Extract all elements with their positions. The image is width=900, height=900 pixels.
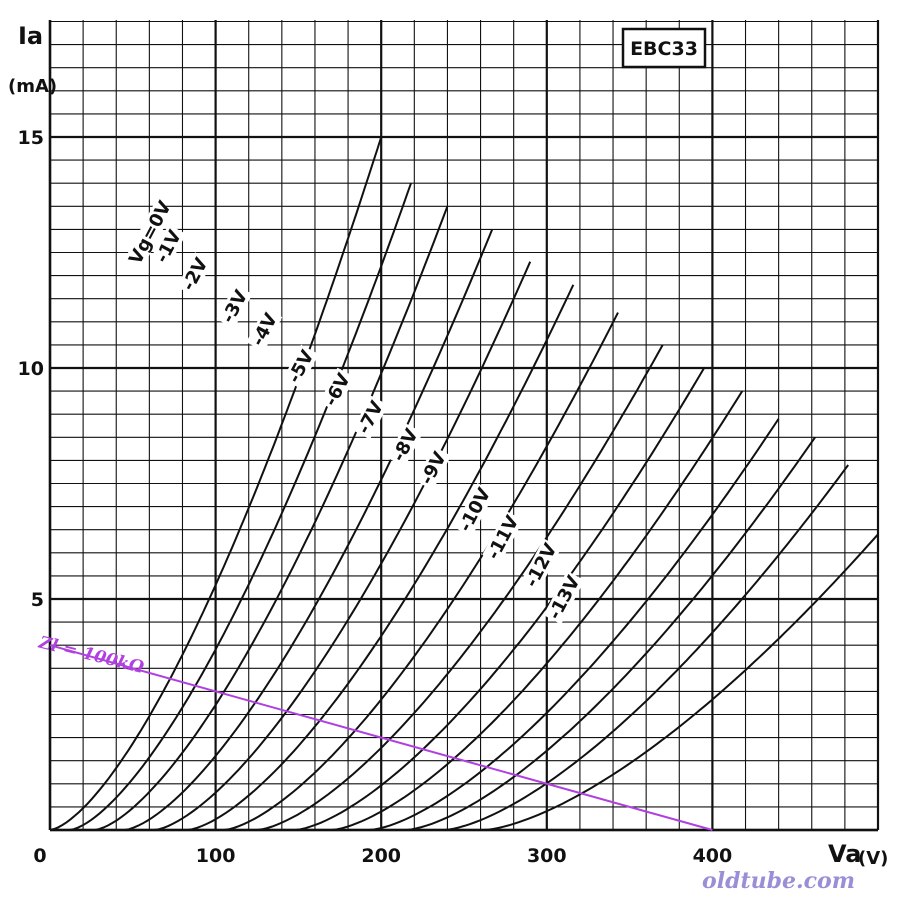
curve-label-bg: [415, 446, 452, 491]
x-tick-label: 400: [693, 845, 733, 867]
curve-label-group: -8V: [387, 423, 424, 468]
curve--12V: [444, 464, 849, 831]
curve--2V: [94, 205, 449, 831]
curve-label-bg: [319, 367, 356, 412]
curve--13V: [483, 533, 879, 831]
y-tick-label: 10: [18, 358, 44, 380]
curve-label-bg: [126, 200, 174, 265]
curve--6V: [223, 312, 619, 831]
title-box: [621, 27, 707, 69]
grid: [48, 20, 880, 832]
curve--10V: [369, 418, 780, 831]
curve-label-bg: [520, 538, 562, 593]
curve-label-bg: [176, 252, 213, 297]
curve-label-bg: [387, 423, 424, 468]
curve--4V: [154, 261, 532, 831]
curve-label-bg: [543, 570, 585, 625]
y-axis-label: Ia: [18, 22, 43, 50]
curve--9V: [331, 390, 744, 831]
curve--7V: [256, 344, 664, 831]
y-tick-label: 15: [18, 127, 44, 149]
axis-ticks: 0 100 200 300 400 5 10 15: [18, 127, 733, 867]
curve--11V: [405, 436, 816, 831]
y-axis-unit: (mA): [8, 76, 57, 97]
curve--1V: [69, 182, 412, 831]
curve-label-bg: [352, 395, 389, 440]
curve--3V: [124, 229, 494, 831]
curve-Vg=0V: [49, 136, 383, 831]
x-tick-label: 300: [527, 845, 567, 867]
x-tick-label: 200: [361, 845, 401, 867]
curve-label-bg: [454, 483, 496, 537]
chart-title: EBC33: [630, 38, 698, 60]
curve-label-bg: [482, 510, 524, 565]
curve-label-bg: [282, 344, 319, 389]
x-axis-label: Va: [828, 840, 861, 868]
plate-curves: [49, 136, 879, 831]
x-tick-label: 100: [196, 845, 236, 867]
curve-label-bg: [246, 307, 283, 352]
x-axis-unit: (V): [858, 848, 888, 869]
load-line-path: [49, 644, 713, 831]
curve--5V: [187, 284, 575, 831]
curve-label-bg: [216, 284, 253, 329]
curve--8V: [294, 367, 705, 831]
curve-label-bg: [150, 224, 187, 269]
x-tick-label: 0: [33, 845, 46, 867]
y-tick-label: 5: [31, 589, 44, 611]
watermark: oldtube.com: [702, 868, 855, 894]
